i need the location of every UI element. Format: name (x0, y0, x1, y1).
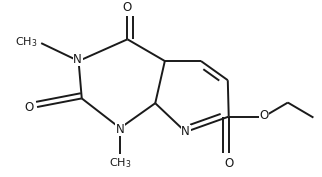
Text: N: N (181, 125, 190, 138)
Text: O: O (123, 1, 132, 14)
Text: CH$_3$: CH$_3$ (15, 35, 37, 49)
Text: N: N (116, 123, 125, 136)
Text: O: O (24, 101, 33, 113)
Text: N: N (73, 53, 82, 66)
Text: O: O (259, 109, 269, 122)
Text: CH$_3$: CH$_3$ (109, 156, 131, 170)
Text: O: O (224, 156, 233, 170)
